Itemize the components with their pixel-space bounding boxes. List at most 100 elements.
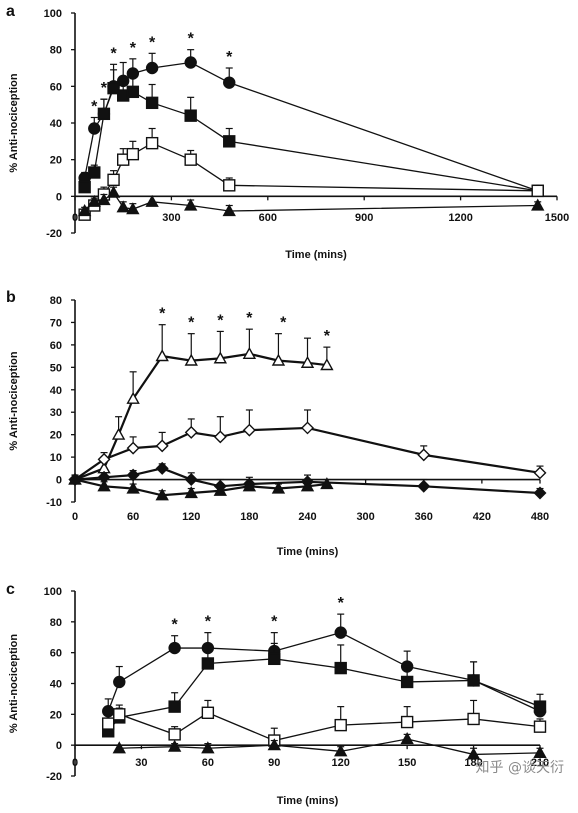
x-tick-label: 300 <box>162 212 180 224</box>
significance-star-2: * <box>271 614 278 631</box>
data-point-s3-3 <box>155 488 169 501</box>
data-point-s1-9 <box>533 466 547 480</box>
significance-star-4: * <box>280 315 287 332</box>
chart-panel-c: c -20 0 20 40 60 80 100 0 30 60 90 120 150 180 210 Time … <box>6 581 549 807</box>
x-tick-label: 150 <box>398 757 416 769</box>
chart-panel-a: a -20 0 20 40 60 80 100 0 300 600 900 1200 1500 Time (… <box>6 3 569 261</box>
y-tick-label: 40 <box>50 679 62 691</box>
data-point-s0-4 <box>155 349 169 362</box>
data-point-s1-5 <box>126 85 140 99</box>
y-tick-label: -10 <box>46 497 62 509</box>
y-tick-label: -20 <box>46 228 62 240</box>
y-tick-label: 20 <box>50 155 62 167</box>
significance-star-1: * <box>205 614 212 631</box>
data-point-s0-8 <box>271 353 286 366</box>
data-point-s3-1 <box>87 194 101 207</box>
data-point-s1-7 <box>301 421 314 435</box>
series-2-square-open <box>102 699 547 747</box>
data-point-s0-3 <box>126 391 140 404</box>
series-line-0 <box>84 61 538 192</box>
data-point-s3-6 <box>145 194 159 207</box>
data-point-s3-7 <box>271 481 286 494</box>
data-point-s2-8 <box>417 479 431 493</box>
data-point-s2-7 <box>184 153 197 166</box>
data-point-s0-8 <box>223 76 236 89</box>
series-line-0 <box>74 352 328 481</box>
data-point-s3-2 <box>97 193 111 206</box>
y-tick-label: 100 <box>44 586 62 598</box>
x-axis-label: Time (mins) <box>285 249 347 261</box>
x-tick-label: 30 <box>135 757 147 769</box>
data-point-s0-7 <box>242 346 257 359</box>
significance-star-1: * <box>188 315 195 332</box>
y-tick-label: 60 <box>50 340 62 352</box>
data-point-s1-3 <box>201 657 215 670</box>
panel-letter: b <box>6 289 16 306</box>
series-1-square-filled <box>78 69 544 198</box>
significance-star-6: * <box>226 49 233 66</box>
data-point-s1-3 <box>155 439 169 453</box>
data-point-s3-9 <box>531 198 545 211</box>
data-point-s2-3 <box>201 706 215 719</box>
data-point-s2-1 <box>113 708 126 721</box>
significance-star-3: * <box>338 595 345 612</box>
y-tick-label: 60 <box>50 648 62 660</box>
significance-star-0: * <box>172 617 179 634</box>
data-point-s3-6 <box>242 479 257 492</box>
data-point-s2-2 <box>168 728 181 741</box>
series-3-triangle-filled <box>112 732 547 760</box>
x-tick-label: 420 <box>473 511 491 523</box>
y-tick-label: 80 <box>50 617 62 629</box>
series-0-circle-filled <box>78 49 544 198</box>
data-point-s2-3 <box>107 173 120 187</box>
data-point-s3-0 <box>112 741 126 754</box>
x-tick-label: 240 <box>298 511 316 523</box>
x-tick-label: 300 <box>356 511 374 523</box>
data-point-s1-5 <box>213 430 227 444</box>
data-point-s0-2 <box>168 641 181 655</box>
data-point-s2-9 <box>531 184 544 198</box>
significance-star-0: * <box>159 306 166 323</box>
data-point-s3-9 <box>320 477 334 490</box>
data-point-s3-4 <box>184 486 198 499</box>
y-tick-label: 10 <box>50 452 62 464</box>
data-point-s2-5 <box>334 718 347 732</box>
data-point-s0-6 <box>213 351 228 364</box>
data-point-s3-4 <box>334 744 348 757</box>
data-point-s1-6 <box>145 96 159 110</box>
y-tick-label: 20 <box>50 430 62 442</box>
data-point-s0-6 <box>145 61 159 75</box>
x-tick-label: 0 <box>72 511 78 523</box>
y-tick-label: -20 <box>46 771 62 783</box>
data-point-s3-5 <box>126 202 140 215</box>
x-tick-label: 180 <box>240 511 258 523</box>
x-tick-label: 600 <box>259 212 277 224</box>
data-point-s2-8 <box>223 179 236 192</box>
y-axis-label: % Anti-nociception <box>8 73 20 172</box>
data-point-s3-4 <box>116 200 130 213</box>
data-point-s3-3 <box>267 738 281 751</box>
x-tick-label: 0 <box>72 212 78 224</box>
data-point-s1-8 <box>417 448 431 462</box>
y-tick-label: 40 <box>50 385 62 397</box>
y-tick-label: 80 <box>50 295 62 307</box>
data-point-s0-10 <box>320 358 334 371</box>
x-tick-label: 900 <box>355 212 373 224</box>
data-point-s1-0 <box>78 180 91 194</box>
watermark-text: 知乎 @谈天衍 <box>475 760 564 776</box>
series-1-square-filled <box>102 642 547 738</box>
data-point-s3-8 <box>222 204 236 217</box>
data-point-s0-1 <box>88 122 101 135</box>
data-point-s3-6 <box>466 747 481 760</box>
y-tick-label: 70 <box>50 317 62 329</box>
data-point-s1-8 <box>533 700 547 713</box>
y-tick-label: 100 <box>44 8 62 20</box>
y-tick-label: 20 <box>50 709 62 721</box>
x-tick-label: 60 <box>127 511 139 523</box>
series-line-2 <box>74 467 541 495</box>
y-axis-label: % Anti-nociception <box>8 351 20 450</box>
significance-star-3: * <box>130 40 137 57</box>
data-point-s3-5 <box>213 483 228 496</box>
data-point-s0-7 <box>184 56 197 69</box>
